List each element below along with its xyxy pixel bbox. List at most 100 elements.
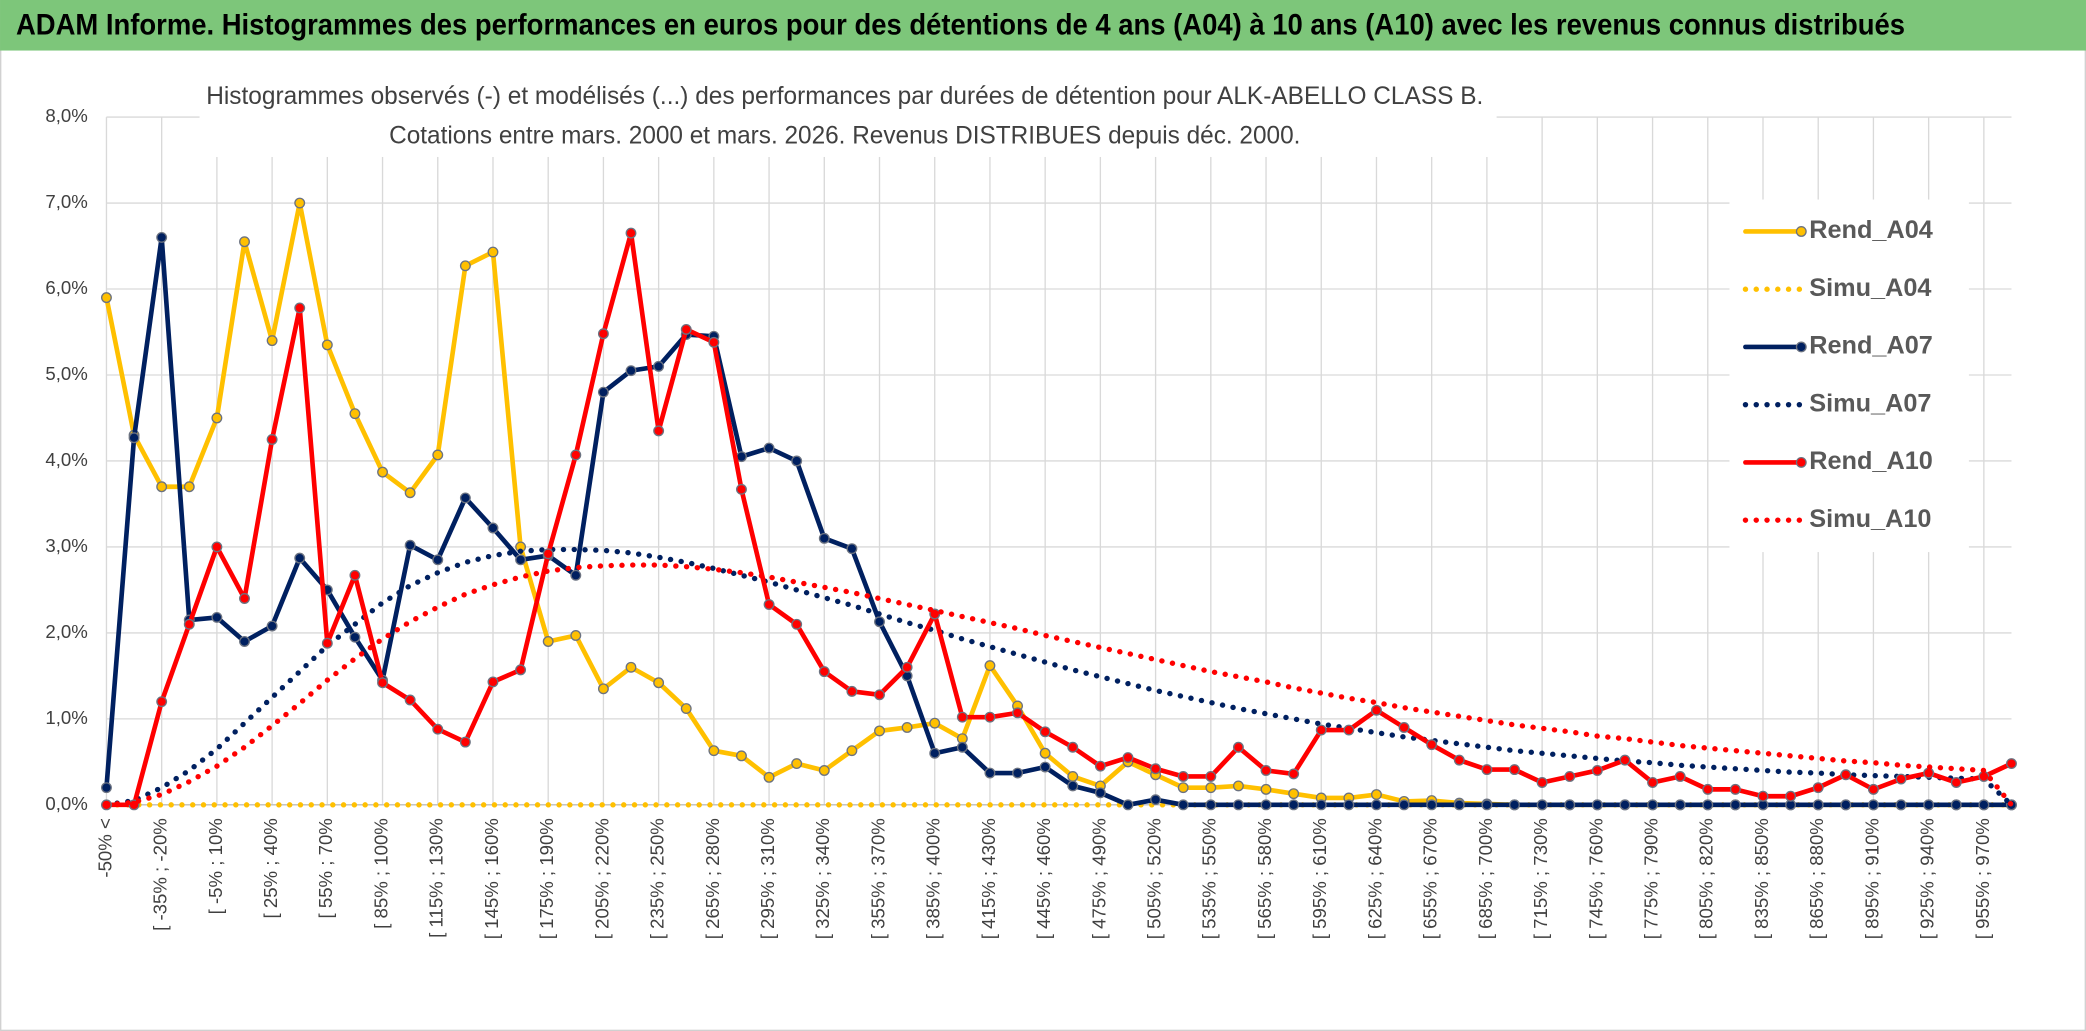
data-point <box>791 455 803 467</box>
data-point <box>1067 771 1079 782</box>
data-point <box>266 335 278 347</box>
data-point <box>597 328 609 340</box>
legend-marker <box>1795 456 1807 468</box>
data-point <box>349 569 361 581</box>
data-point <box>349 408 361 420</box>
data-point <box>1757 790 1769 802</box>
data-point <box>100 782 112 794</box>
data-point <box>1950 799 1962 811</box>
data-point <box>1536 799 1548 811</box>
data-point <box>570 630 582 641</box>
data-point <box>459 736 471 748</box>
data-point <box>542 548 554 560</box>
x-tick-label: [ 955% ; 970% <box>1972 818 1993 939</box>
data-point <box>294 302 306 314</box>
data-point <box>321 339 333 351</box>
data-point <box>432 554 444 566</box>
data-point <box>653 360 665 372</box>
data-point <box>597 683 609 695</box>
x-tick-label: [ 85% ; 100% <box>370 818 391 929</box>
data-point <box>487 676 499 688</box>
data-point <box>1012 767 1024 779</box>
data-point <box>183 481 195 493</box>
data-point <box>1177 771 1189 782</box>
data-point <box>1840 769 1852 781</box>
x-tick-label: [ 625% ; 640% <box>1364 818 1385 939</box>
legend-label: Rend_A04 <box>1809 216 1933 244</box>
data-point <box>680 703 692 715</box>
data-point <box>1067 741 1079 753</box>
data-point <box>1094 760 1106 772</box>
data-point <box>1260 765 1272 776</box>
data-point <box>1619 799 1631 811</box>
data-point <box>791 758 803 770</box>
data-point <box>1923 799 1935 811</box>
data-point <box>625 661 637 673</box>
data-point <box>1039 761 1051 773</box>
data-point <box>1591 765 1603 776</box>
data-point <box>377 466 388 478</box>
legend-label: Simu_A07 <box>1809 389 1931 417</box>
data-point <box>956 711 968 723</box>
data-point <box>1950 777 1962 788</box>
data-point <box>625 227 637 239</box>
data-point <box>1867 799 1879 811</box>
y-tick-label: 4,0% <box>45 449 87 470</box>
y-tick-label: 8,0% <box>45 105 87 126</box>
data-point <box>1232 780 1244 792</box>
data-point <box>1067 780 1079 792</box>
x-tick-label: -50% < <box>94 818 115 877</box>
legend-background <box>1729 199 1969 553</box>
x-tick-label: [ 685% ; 700% <box>1475 818 1496 939</box>
data-point <box>404 694 416 706</box>
data-point <box>1315 799 1327 811</box>
model-line <box>103 546 2015 808</box>
x-tick-label: [ 595% ; 610% <box>1309 818 1330 939</box>
data-point <box>1978 771 1990 782</box>
data-point <box>515 664 527 676</box>
x-tick-label: [ 715% ; 730% <box>1530 818 1551 939</box>
data-point <box>183 618 195 630</box>
x-tick-label: [ 145% ; 160% <box>481 818 502 939</box>
data-point <box>736 750 747 762</box>
data-point <box>487 246 499 258</box>
data-point <box>1426 739 1438 751</box>
data-point <box>239 593 250 604</box>
data-point <box>1867 783 1879 795</box>
x-tick-label: [ 925% ; 940% <box>1917 818 1938 939</box>
data-point <box>1288 788 1300 800</box>
data-point <box>211 412 223 424</box>
title-background <box>199 77 1497 157</box>
data-point <box>1205 782 1217 794</box>
data-point <box>763 771 775 783</box>
y-tick-label: 7,0% <box>45 191 87 212</box>
data-point <box>515 554 527 566</box>
data-point <box>1702 783 1714 795</box>
data-point <box>2006 758 2017 770</box>
x-tick-label: [ 115% ; 130% <box>426 818 447 938</box>
data-point <box>570 449 582 461</box>
x-tick-label: [ 205% ; 220% <box>591 818 612 939</box>
series-line <box>104 235 2014 808</box>
data-point <box>1122 799 1134 811</box>
data-point <box>929 747 941 759</box>
data-point <box>1840 799 1852 811</box>
data-point <box>294 197 306 209</box>
data-point <box>901 661 913 673</box>
data-point <box>1729 783 1741 795</box>
data-point <box>1647 799 1659 811</box>
data-point <box>239 636 250 647</box>
data-point <box>349 631 361 643</box>
data-point <box>984 711 996 723</box>
legend-marker <box>1795 226 1807 237</box>
data-point <box>1481 799 1493 811</box>
data-point <box>459 492 471 504</box>
data-point <box>736 483 747 495</box>
data-point <box>100 292 112 304</box>
x-tick-label: [ 655% ; 670% <box>1420 818 1441 939</box>
data-point <box>1812 782 1824 794</box>
data-point <box>1923 767 1935 779</box>
data-point <box>1978 799 1990 811</box>
data-point <box>156 481 168 493</box>
x-tick-label: [ 25% ; 40% <box>260 818 281 918</box>
